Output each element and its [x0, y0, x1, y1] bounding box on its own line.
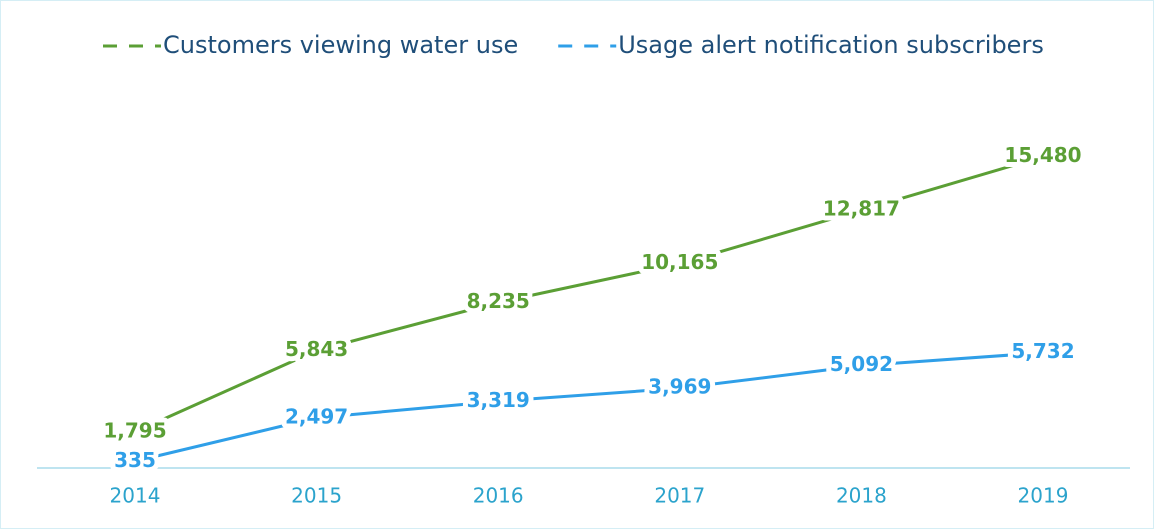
data-label: 5,092	[830, 352, 893, 376]
legend-label: Customers viewing water use	[163, 31, 518, 59]
data-label: 8,235	[467, 289, 530, 313]
data-label: 3,969	[648, 375, 711, 399]
x-tick-label: 2019	[1018, 484, 1069, 508]
x-tick-label: 2016	[473, 484, 524, 508]
data-label: 3,319	[467, 388, 530, 412]
data-label: 335	[114, 448, 156, 472]
x-tick-label: 2017	[654, 484, 705, 508]
data-label: 2,497	[285, 404, 348, 428]
data-label: 5,732	[1011, 339, 1074, 363]
data-label: 12,817	[823, 197, 900, 221]
data-label: 5,843	[285, 337, 348, 361]
legend-label: Usage alert notification subscribers	[618, 31, 1044, 59]
data-label: 10,165	[641, 250, 718, 274]
x-tick-label: 2014	[110, 484, 161, 508]
series-line	[134, 155, 1044, 434]
x-tick-label: 2015	[291, 484, 342, 508]
data-label: 1,795	[103, 418, 166, 442]
series-line	[134, 351, 1044, 463]
x-tick-label: 2018	[836, 484, 887, 508]
data-label: 15,480	[1004, 143, 1081, 167]
